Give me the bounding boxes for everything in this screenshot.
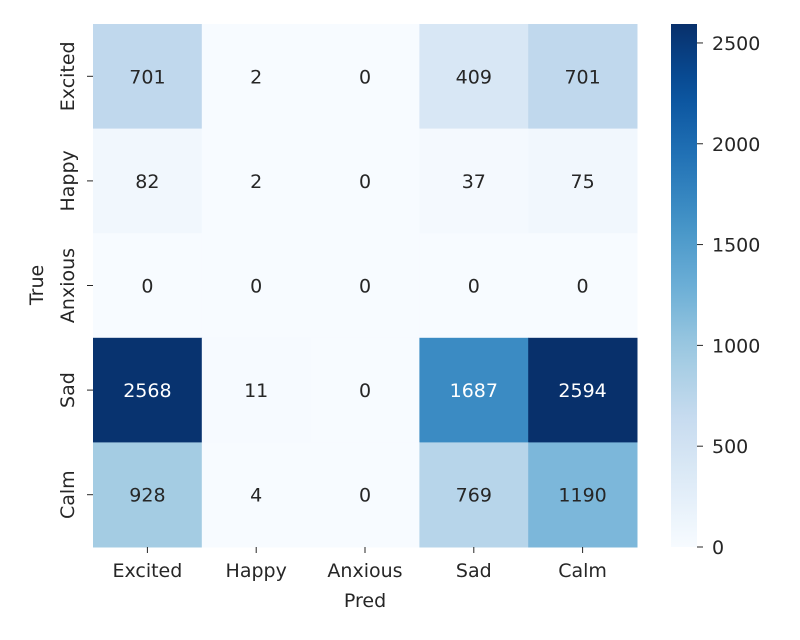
y-axis-ticks: Excited Happy Anxious Sad Calm <box>57 41 93 519</box>
cell-value-label: 75 <box>571 171 595 193</box>
cell-value-label: 2594 <box>558 380 606 402</box>
heatmap-cell <box>419 442 529 548</box>
x-axis-ticks: Excited Happy Anxious Sad Calm <box>112 547 607 582</box>
heatmap-cell <box>93 233 203 339</box>
cell-value-label: 769 <box>456 485 492 507</box>
x-axis-title: Pred <box>344 590 386 612</box>
heatmap-cell <box>310 233 420 339</box>
heatmap-cell <box>93 128 203 234</box>
y-tick-label: Calm <box>57 470 79 519</box>
heatmap-cell <box>201 128 312 234</box>
y-tick-label: Happy <box>57 150 79 211</box>
x-tick-label: Anxious <box>327 560 402 582</box>
heatmap-cell <box>528 442 638 548</box>
heatmap-cell <box>93 337 203 443</box>
cell-value-label: 0 <box>141 276 153 298</box>
colorbar-tick-label: 2500 <box>712 33 760 55</box>
x-tick-label: Calm <box>558 560 607 582</box>
y-tick-label: Sad <box>57 372 79 408</box>
heatmap-cell <box>201 442 312 548</box>
cell-value-label: 409 <box>456 66 492 88</box>
heatmap-cell <box>419 233 529 339</box>
cell-value-label: 2 <box>250 66 262 88</box>
cell-value-label: 2568 <box>123 380 171 402</box>
heatmap-cell <box>419 24 529 130</box>
heatmap-cell <box>201 233 312 339</box>
heatmap-cell <box>419 337 529 443</box>
cell-value-label: 1687 <box>450 380 498 402</box>
cell-value-label: 1190 <box>558 485 606 507</box>
y-tick-label: Excited <box>57 41 79 111</box>
y-tick-label: Anxious <box>57 248 79 323</box>
x-tick-label: Sad <box>456 560 492 582</box>
y-axis-title: True <box>26 265 48 306</box>
cell-value-label: 0 <box>468 276 480 298</box>
colorbar-tick-label: 1500 <box>712 235 760 257</box>
colorbar-tick-label: 500 <box>712 436 748 458</box>
cell-value-label: 0 <box>359 276 371 298</box>
x-tick-label: Happy <box>226 560 287 582</box>
cell-value-label: 0 <box>359 380 371 402</box>
cell-value-label: 82 <box>135 171 159 193</box>
cell-value-label: 0 <box>359 66 371 88</box>
heatmap-cell <box>528 128 638 234</box>
colorbar-tick-label: 0 <box>712 537 724 559</box>
heatmap-cell <box>528 24 638 130</box>
heatmap-cell <box>310 128 420 234</box>
cell-value-label: 0 <box>577 276 589 298</box>
cell-value-label: 701 <box>564 66 600 88</box>
cell-value-label: 4 <box>250 485 262 507</box>
colorbar <box>671 24 697 547</box>
heatmap-cell <box>310 24 420 130</box>
heatmap-cell <box>201 337 312 443</box>
heatmap-cell <box>419 128 529 234</box>
heatmap-cell <box>528 233 638 339</box>
cell-value-label: 0 <box>359 485 371 507</box>
heatmap-cell <box>201 24 312 130</box>
colorbar-tick-label: 2000 <box>712 134 760 156</box>
cell-value-label: 37 <box>462 171 486 193</box>
colorbar-tick-label: 1000 <box>712 335 760 357</box>
heatmap-cell <box>528 337 638 443</box>
heatmap-cell <box>310 337 420 443</box>
cell-value-label: 701 <box>129 66 165 88</box>
cell-value-label: 11 <box>244 380 268 402</box>
heatmap-cells: 701 2 0 409 701 82 2 0 37 75 0 0 0 0 0 2568 11 0 1687 2594 9… <box>93 24 638 548</box>
cell-value-label: 2 <box>250 171 262 193</box>
cell-value-label: 0 <box>250 276 262 298</box>
heatmap-cell <box>93 442 203 548</box>
heatmap-cell <box>310 442 420 548</box>
colorbar-ticks: 0 500 1000 1500 2000 2500 <box>697 33 760 559</box>
heatmap-cell <box>93 24 203 130</box>
x-tick-label: Excited <box>112 560 182 582</box>
cell-value-label: 0 <box>359 171 371 193</box>
cell-value-label: 928 <box>129 485 165 507</box>
